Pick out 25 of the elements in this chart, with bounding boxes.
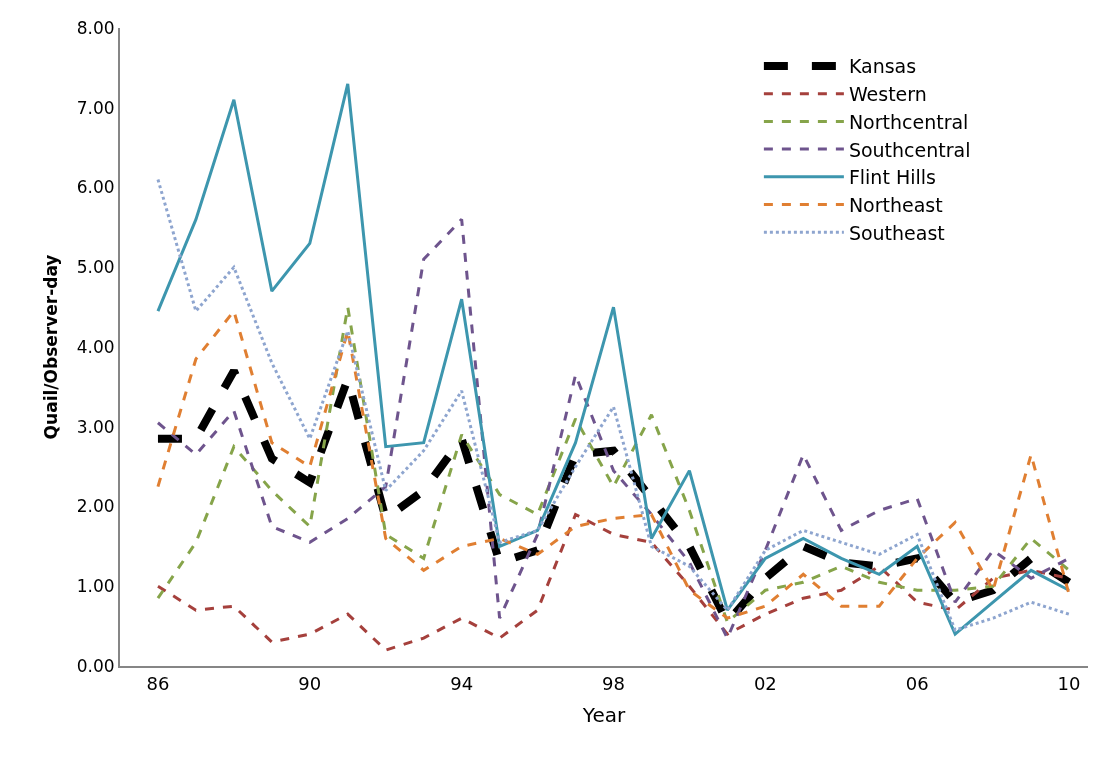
y-axis-title: Quail/Observer-day bbox=[40, 254, 61, 440]
y-tick-label: 2.00 bbox=[76, 496, 115, 517]
x-tick-label: 02 bbox=[753, 672, 777, 694]
y-tick-label: 0.00 bbox=[76, 655, 115, 676]
x-tick-label: 86 bbox=[146, 672, 170, 694]
y-tick-label: 1.00 bbox=[76, 576, 115, 597]
x-axis-title: Year bbox=[581, 702, 626, 727]
legend-label: Western bbox=[848, 83, 927, 106]
x-tick-label: 94 bbox=[450, 672, 474, 694]
legend-label: Kansas bbox=[848, 55, 917, 78]
legend-label: Southeast bbox=[848, 221, 945, 244]
y-tick-label: 5.00 bbox=[76, 257, 115, 278]
y-tick-label: 3.00 bbox=[76, 416, 115, 437]
y-tick-label: 6.00 bbox=[76, 177, 115, 198]
y-tick-label: 7.00 bbox=[76, 97, 115, 118]
y-tick-label: 8.00 bbox=[76, 17, 115, 38]
x-tick-label: 90 bbox=[298, 672, 322, 694]
legend-label: Northcentral bbox=[848, 110, 969, 133]
legend-label: Northeast bbox=[848, 193, 943, 216]
y-tick-label: 4.00 bbox=[76, 336, 115, 357]
x-tick-label: 10 bbox=[1057, 672, 1081, 694]
x-tick-label: 98 bbox=[602, 672, 625, 694]
legend-label: Southcentral bbox=[848, 138, 971, 161]
legend-label: Flint Hills bbox=[848, 166, 936, 189]
x-tick-label: 06 bbox=[905, 672, 929, 694]
